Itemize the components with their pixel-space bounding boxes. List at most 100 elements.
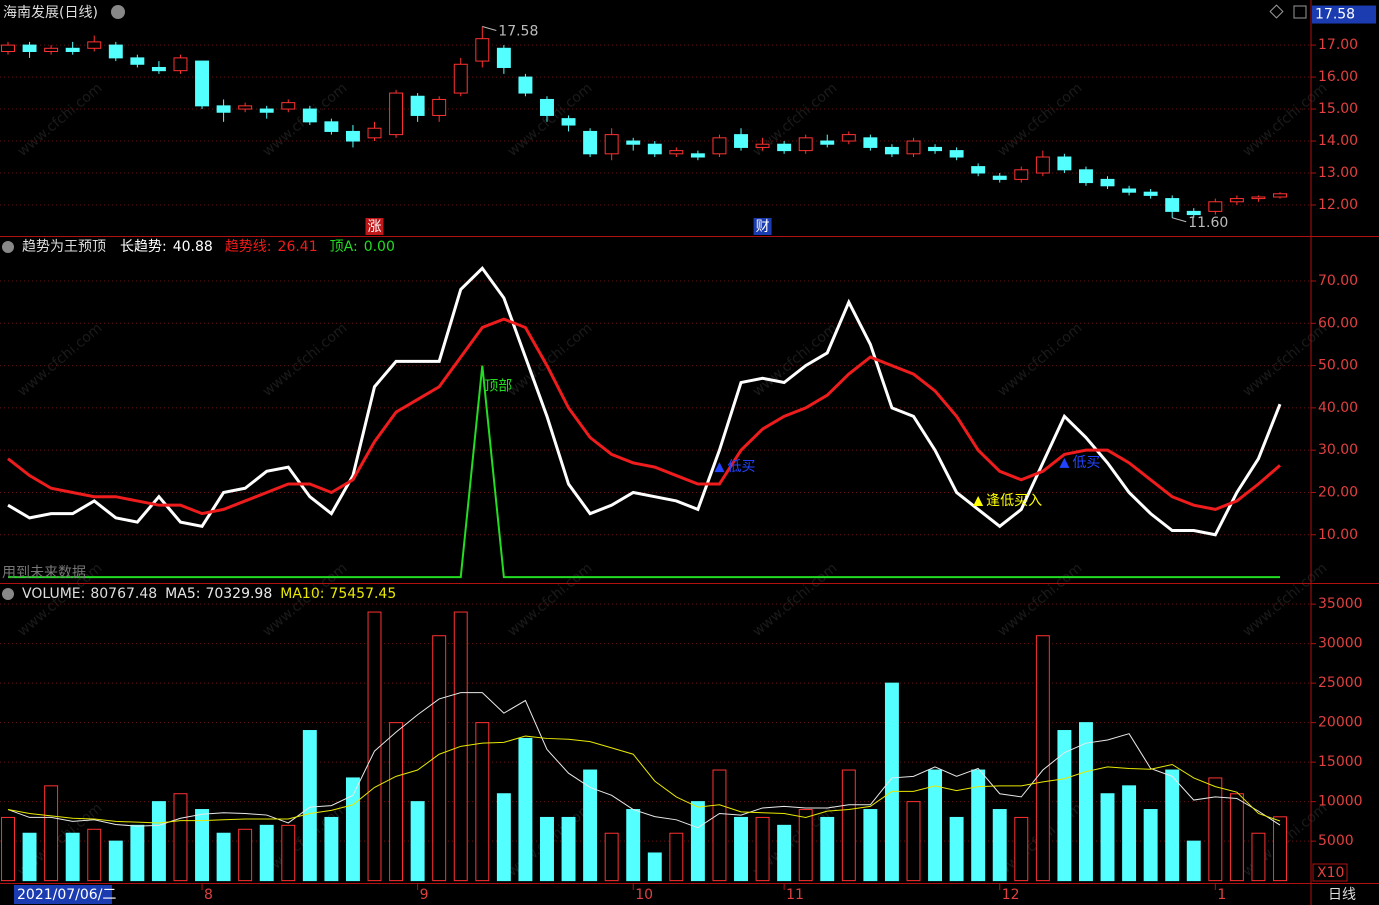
volume-bar	[1186, 840, 1201, 882]
volume-bar	[712, 769, 727, 882]
candle-body	[647, 143, 662, 155]
volume-bar	[540, 816, 554, 882]
candle-body	[195, 60, 210, 107]
volume-bar	[410, 801, 425, 882]
candle-body	[302, 108, 317, 123]
volume-bar	[884, 682, 899, 882]
marker-box	[753, 218, 772, 235]
volume-bar	[1208, 777, 1223, 882]
volume-bar	[389, 722, 404, 882]
candle-body	[1035, 156, 1050, 174]
volume-bar	[1, 816, 15, 882]
marker-label: 财	[756, 219, 770, 235]
volume-bar	[561, 816, 576, 882]
tool-icon[interactable]	[1269, 4, 1284, 19]
volume-bar	[302, 730, 317, 882]
tool-icon[interactable]	[1293, 5, 1307, 19]
annotation-label: 顶部	[484, 379, 512, 395]
candle-body	[561, 118, 576, 126]
candle-body	[87, 41, 102, 49]
volume-bar	[1251, 832, 1266, 882]
volume-bar	[130, 824, 145, 882]
candle-body	[410, 95, 425, 116]
volume-bar	[626, 809, 641, 882]
annotation-label: 11.60	[1188, 215, 1228, 231]
volume-bar	[238, 828, 253, 882]
volume-bar	[583, 769, 598, 882]
annotation-arrow	[1172, 217, 1187, 223]
menu-icon[interactable]	[111, 5, 125, 19]
candle-body	[712, 137, 727, 155]
legend-name: 顶A:	[330, 239, 358, 255]
period-label: 日线	[1328, 887, 1356, 903]
candle-body	[1122, 188, 1137, 193]
y-tick-label: 20.00	[1318, 484, 1358, 500]
volume-bar	[1229, 793, 1244, 882]
volume-bar	[108, 840, 123, 882]
menu-icon[interactable]	[2, 588, 14, 600]
y-tick-label: 30000	[1318, 636, 1363, 652]
x-tick-label: 12	[1002, 887, 1020, 903]
y-tick-label: 60.00	[1318, 315, 1358, 331]
annotation-triangle	[973, 495, 984, 506]
legend-name: MA5:	[165, 586, 200, 602]
legend-value: 80767.48	[90, 586, 157, 602]
volume-bar	[65, 832, 80, 882]
annotation-triangle	[714, 462, 725, 473]
legend-value: 40.88	[173, 239, 213, 255]
volume-bar	[367, 611, 382, 882]
date-box	[14, 885, 112, 904]
volume-bar	[1035, 635, 1050, 882]
menu-icon[interactable]	[2, 241, 14, 253]
volume-bar	[1143, 809, 1158, 882]
candle-body	[928, 146, 943, 152]
candle-body	[173, 57, 188, 72]
y-tick-label: 15.00	[1318, 101, 1358, 117]
x-tick-label: 10	[635, 887, 653, 903]
candle-body	[216, 105, 231, 113]
candle-body	[798, 137, 813, 152]
y-tick-label: 14.00	[1318, 133, 1358, 149]
volume-bar	[1273, 816, 1287, 882]
candle-body	[345, 130, 360, 142]
candle-body	[949, 150, 964, 158]
candle-body	[324, 121, 339, 132]
candle-body	[1100, 178, 1115, 187]
volume-bar	[669, 832, 684, 882]
volume-bar	[1165, 769, 1180, 882]
indicator-line	[7, 317, 1281, 516]
candle-body	[1143, 191, 1158, 196]
candle-body	[906, 140, 921, 155]
candle-body	[820, 140, 835, 145]
y-tick-label: 35000	[1318, 596, 1363, 612]
volume-bar	[1078, 722, 1093, 882]
date-label: 2021/07/06/二	[17, 887, 116, 903]
candle-body	[367, 127, 382, 139]
candle-body	[496, 47, 511, 68]
candle-body	[971, 166, 986, 174]
x-tick-label: 1	[1217, 887, 1226, 903]
y-tick-label: 40.00	[1318, 400, 1358, 416]
y-tick-label: 70.00	[1318, 273, 1358, 289]
candle-body	[518, 76, 533, 94]
volume-bar	[281, 824, 296, 882]
candle-body	[1, 44, 15, 52]
volume-bar	[195, 809, 210, 882]
volume-bar	[798, 809, 813, 882]
annotation-label: 17.58	[498, 24, 538, 40]
candle-body	[626, 140, 641, 145]
volume-bar	[971, 769, 986, 882]
volume-bar	[777, 824, 792, 882]
y-tick-label: 16.00	[1318, 69, 1358, 85]
candle-body	[604, 134, 619, 155]
y-tick-label: 13.00	[1318, 165, 1358, 181]
annotation-triangle	[1059, 457, 1070, 468]
price-label: 17.58	[1315, 7, 1355, 23]
candle-body	[281, 102, 296, 110]
candle-body	[238, 105, 253, 110]
volume-bar	[1014, 816, 1029, 882]
candle-body	[65, 47, 80, 52]
indicator-line	[7, 266, 1282, 537]
